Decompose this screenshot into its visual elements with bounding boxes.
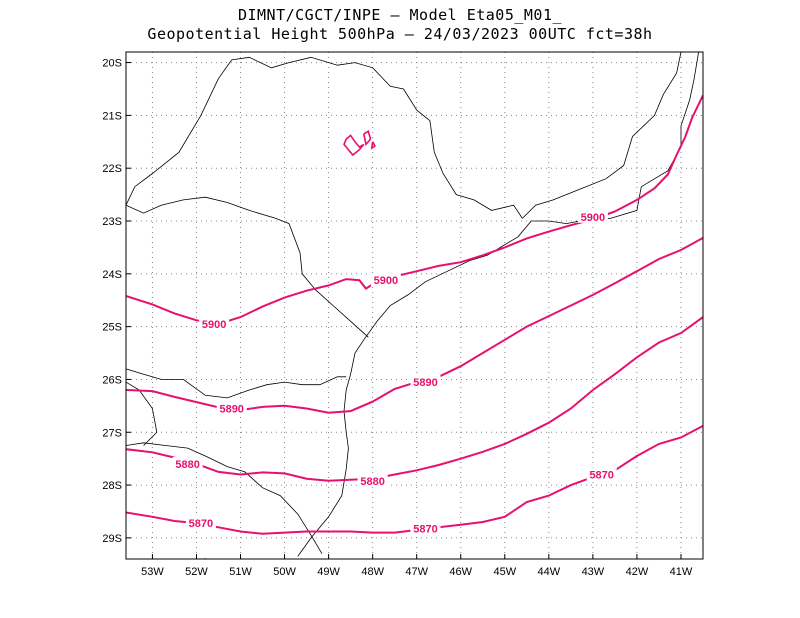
coastline — [297, 52, 699, 557]
grid-lines — [126, 52, 703, 559]
lon-tick-label: 45W — [493, 566, 516, 578]
lat-tick-label: 23S — [102, 216, 122, 228]
lon-tick-label: 44W — [538, 566, 561, 578]
lon-tick-label: 42W — [626, 566, 649, 578]
lat-tick-label: 21S — [102, 110, 122, 122]
coastline-path — [297, 52, 699, 557]
lat-tick-label: 27S — [102, 427, 122, 439]
chart-title-line1: DIMNT/CGCT/INPE – Model Eta05_M01_ — [237, 6, 563, 24]
lon-tick-label: 50W — [273, 566, 296, 578]
contour-label: 5880 — [175, 459, 199, 471]
lon-tick-label: 51W — [229, 566, 252, 578]
contour-label-bg — [216, 401, 247, 415]
small-contour — [370, 141, 376, 150]
contour-label: 5900 — [374, 275, 398, 287]
state-border — [522, 52, 682, 219]
contour-label-bg — [172, 456, 203, 470]
contour-label-bg — [185, 516, 216, 530]
lon-tick-label: 53W — [141, 566, 164, 578]
contour-label: 5900 — [581, 212, 605, 224]
state-border — [126, 381, 158, 446]
lat-tick-label: 26S — [102, 374, 122, 386]
lat-tick-label: 22S — [102, 163, 122, 175]
lon-tick-label: 49W — [317, 566, 340, 578]
contour-label: 5880 — [360, 476, 384, 488]
contour-label: 5890 — [219, 403, 243, 415]
small-contour — [363, 129, 372, 147]
map-frame — [125, 51, 704, 560]
lon-tick-label: 41W — [670, 566, 693, 578]
lon-tick-label: 46W — [449, 566, 472, 578]
lat-tick-label: 29S — [102, 533, 122, 545]
contour-label-bg — [577, 209, 608, 223]
lat-tick-label: 24S — [102, 269, 122, 281]
state-border — [126, 56, 523, 219]
contour-label-bg — [586, 467, 617, 481]
lon-tick-label: 48W — [361, 566, 384, 578]
contour-label: 5870 — [189, 518, 213, 530]
contour-label-bg — [410, 521, 441, 535]
contour-label: 5900 — [202, 319, 226, 331]
contour-label-bg — [410, 375, 441, 389]
contour-label: 5870 — [589, 470, 613, 482]
state-border — [126, 368, 347, 399]
state-border — [126, 442, 323, 554]
small-contour — [343, 134, 365, 157]
state-border — [126, 196, 369, 338]
contour-label: 5870 — [413, 523, 437, 535]
lon-tick-label: 43W — [582, 566, 605, 578]
contour-5880 — [126, 316, 703, 482]
contour-labels: 5900 5900 5900 5890 5890 5880 5880 5870 5870 5870 — [172, 209, 617, 535]
lat-tick-label: 20S — [102, 58, 122, 70]
contour-label-bg — [357, 473, 388, 487]
lat-tick-label: 25S — [102, 322, 122, 334]
lat-tick-label: 28S — [102, 480, 122, 492]
contour-label: 5890 — [413, 377, 437, 389]
chart-title-line2: Geopotential Height 500hPa – 24/03/2023 … — [147, 25, 653, 43]
contour-5900 — [126, 94, 703, 326]
axis-ticks: 53W 52W 51W 50W 49W 48W 47W 46W 45W 44W 43W 42W 41W 2… — [102, 58, 692, 578]
lon-tick-label: 47W — [405, 566, 428, 578]
contour-label-bg — [370, 273, 401, 287]
political-borders — [126, 52, 682, 554]
lon-tick-label: 52W — [185, 566, 208, 578]
contour-label-bg — [199, 316, 230, 330]
